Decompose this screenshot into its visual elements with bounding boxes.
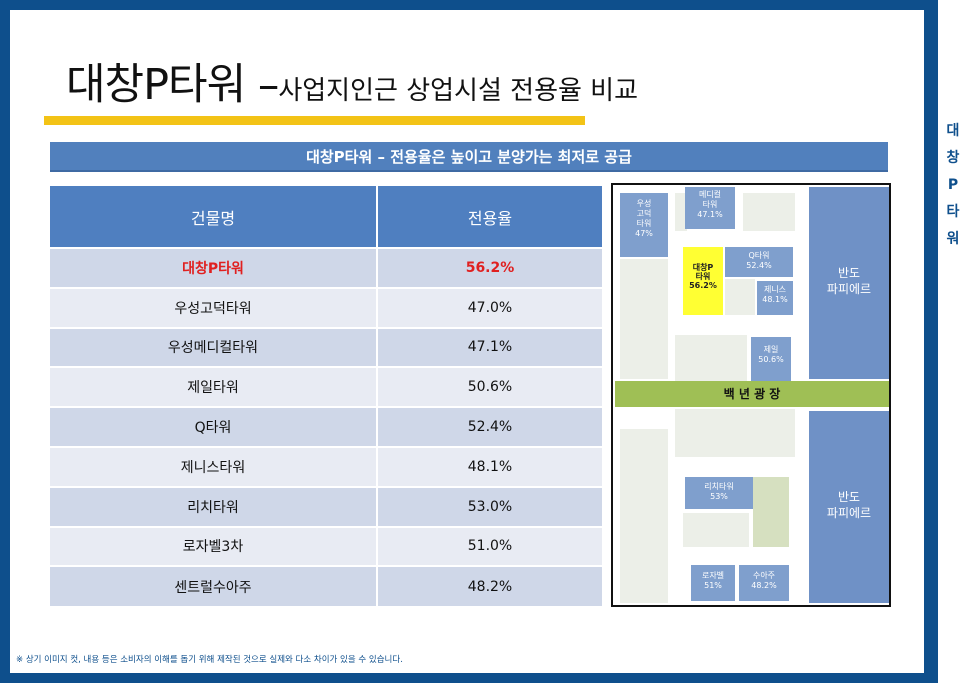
footnote: ※ 상기 이미지 컷, 내용 등은 소비자의 이해를 돕기 위해 제작된 것으로…	[16, 655, 403, 665]
map-label: Q타워	[748, 251, 770, 260]
map-label: 51%	[704, 581, 722, 590]
map-q-tower: Q타워 52.4%	[725, 247, 793, 277]
map-label: 타워	[702, 200, 718, 209]
site-map: 우성 고덕 타워 47% 메디컬 타워 47.1% 대창P 타워 56.2% Q…	[611, 183, 891, 607]
map-park	[753, 477, 789, 547]
map-rich: 리치타워 53%	[685, 477, 753, 509]
map-daechang: 대창P 타워 56.2%	[683, 247, 723, 315]
table-row: 우성고덕타워 47.0%	[50, 286, 602, 328]
side-char: 타	[946, 204, 960, 220]
cell-name: 센트럴수아주	[50, 565, 378, 607]
map-label: 48.2%	[751, 581, 777, 590]
cell-rate: 50.6%	[377, 366, 602, 408]
map-label: 48.1%	[762, 295, 788, 304]
side-char: P	[947, 177, 959, 193]
map-label: 53%	[710, 492, 728, 501]
summary-banner: 대창P타워 – 전용율은 높이고 분양가는 최저로 공급	[50, 142, 888, 172]
cell-name: 우성메디컬타워	[50, 326, 378, 368]
table-row: 대창P타워 56.2%	[50, 247, 602, 288]
map-label: 메디컬	[698, 190, 722, 199]
map-plaza: 백 년 광 장	[615, 381, 889, 407]
side-char: 워	[946, 231, 960, 247]
map-label: 제일	[763, 345, 779, 354]
map-label: 로자벨	[701, 571, 725, 580]
header-rate: 전용율	[377, 186, 602, 248]
table-row: 제일타워 50.6%	[50, 366, 602, 408]
map-label: 반도	[837, 266, 861, 280]
title-underline	[44, 116, 585, 125]
map-block	[675, 409, 795, 457]
map-medical: 메디컬 타워 47.1%	[685, 187, 735, 229]
map-rosabel: 로자벨 51%	[691, 565, 735, 601]
cell-rate: 48.2%	[377, 565, 602, 607]
map-label: 56.2%	[689, 281, 717, 290]
cell-rate: 56.2%	[377, 247, 602, 288]
side-char: 대	[946, 123, 960, 139]
map-block	[683, 513, 749, 547]
cell-name: 리치타워	[50, 485, 378, 527]
map-block	[675, 335, 747, 381]
map-zenith: 제니스 48.1%	[757, 281, 793, 315]
cell-name: 로자벨3차	[50, 525, 378, 567]
cell-rate: 48.1%	[377, 445, 602, 487]
table-row: 로자벨3차 51.0%	[50, 525, 602, 567]
header-building: 건물명	[50, 186, 378, 248]
cell-name: 대창P타워	[50, 247, 378, 288]
map-label: 타워	[636, 219, 652, 228]
table-row: 리치타워 53.0%	[50, 485, 602, 527]
map-bando-bottom: 반도 파피에르	[809, 411, 889, 603]
map-label: 반도	[837, 490, 861, 504]
map-label: 제니스	[763, 285, 787, 294]
cell-rate: 47.0%	[377, 286, 602, 328]
map-label: 우성	[636, 199, 652, 208]
side-label: 대 창 P 타 워	[942, 118, 964, 253]
map-label: 50.6%	[758, 355, 784, 364]
table-row: Q타워 52.4%	[50, 406, 602, 447]
map-label: 고덕	[636, 209, 652, 218]
title-main: 대창P타워 –	[66, 60, 279, 110]
map-block	[743, 193, 795, 231]
table-row: 센트럴수아주 48.2%	[50, 565, 602, 607]
side-char: 창	[946, 150, 960, 166]
cell-rate: 53.0%	[377, 485, 602, 527]
map-label: 리치타워	[704, 482, 734, 491]
map-label: 수아주	[752, 571, 776, 580]
map-label: 타워	[695, 272, 711, 281]
map-bando-top: 반도 파피에르	[809, 187, 889, 379]
map-label: 파피에르	[826, 282, 872, 296]
map-label: 47%	[635, 229, 653, 238]
table-header-row: 건물명 전용율	[50, 186, 602, 248]
cell-name: Q타워	[50, 406, 378, 447]
map-label: 52.4%	[746, 261, 772, 270]
map-block	[620, 259, 668, 379]
cell-rate: 52.4%	[377, 406, 602, 447]
cell-rate: 51.0%	[377, 525, 602, 567]
map-label: 47.1%	[697, 210, 723, 219]
map-suaju: 수아주 48.2%	[739, 565, 789, 601]
map-block	[620, 429, 668, 603]
right-sidebar	[936, 0, 966, 683]
comparison-table: 건물명 전용율 대창P타워 56.2% 우성고덕타워 47.0% 우성메디컬타워…	[50, 186, 602, 607]
map-woosung-godeok: 우성 고덕 타워 47%	[620, 193, 668, 257]
cell-name: 우성고덕타워	[50, 286, 378, 328]
page-title: 대창P타워 –사업지인근 상업시설 전용율 비교	[66, 50, 638, 112]
table-row: 우성메디컬타워 47.1%	[50, 326, 602, 368]
map-label: 파피에르	[826, 506, 872, 520]
cell-name: 제니스타워	[50, 445, 378, 487]
cell-rate: 47.1%	[377, 326, 602, 368]
map-label: 대창P	[692, 263, 714, 272]
map-block	[725, 279, 755, 315]
title-sub: 사업지인근 상업시설 전용율 비교	[278, 76, 639, 106]
right-divider	[936, 0, 938, 683]
map-block	[675, 193, 687, 231]
table-row: 제니스타워 48.1%	[50, 445, 602, 487]
cell-name: 제일타워	[50, 366, 378, 408]
map-jeil: 제일 50.6%	[751, 337, 791, 381]
